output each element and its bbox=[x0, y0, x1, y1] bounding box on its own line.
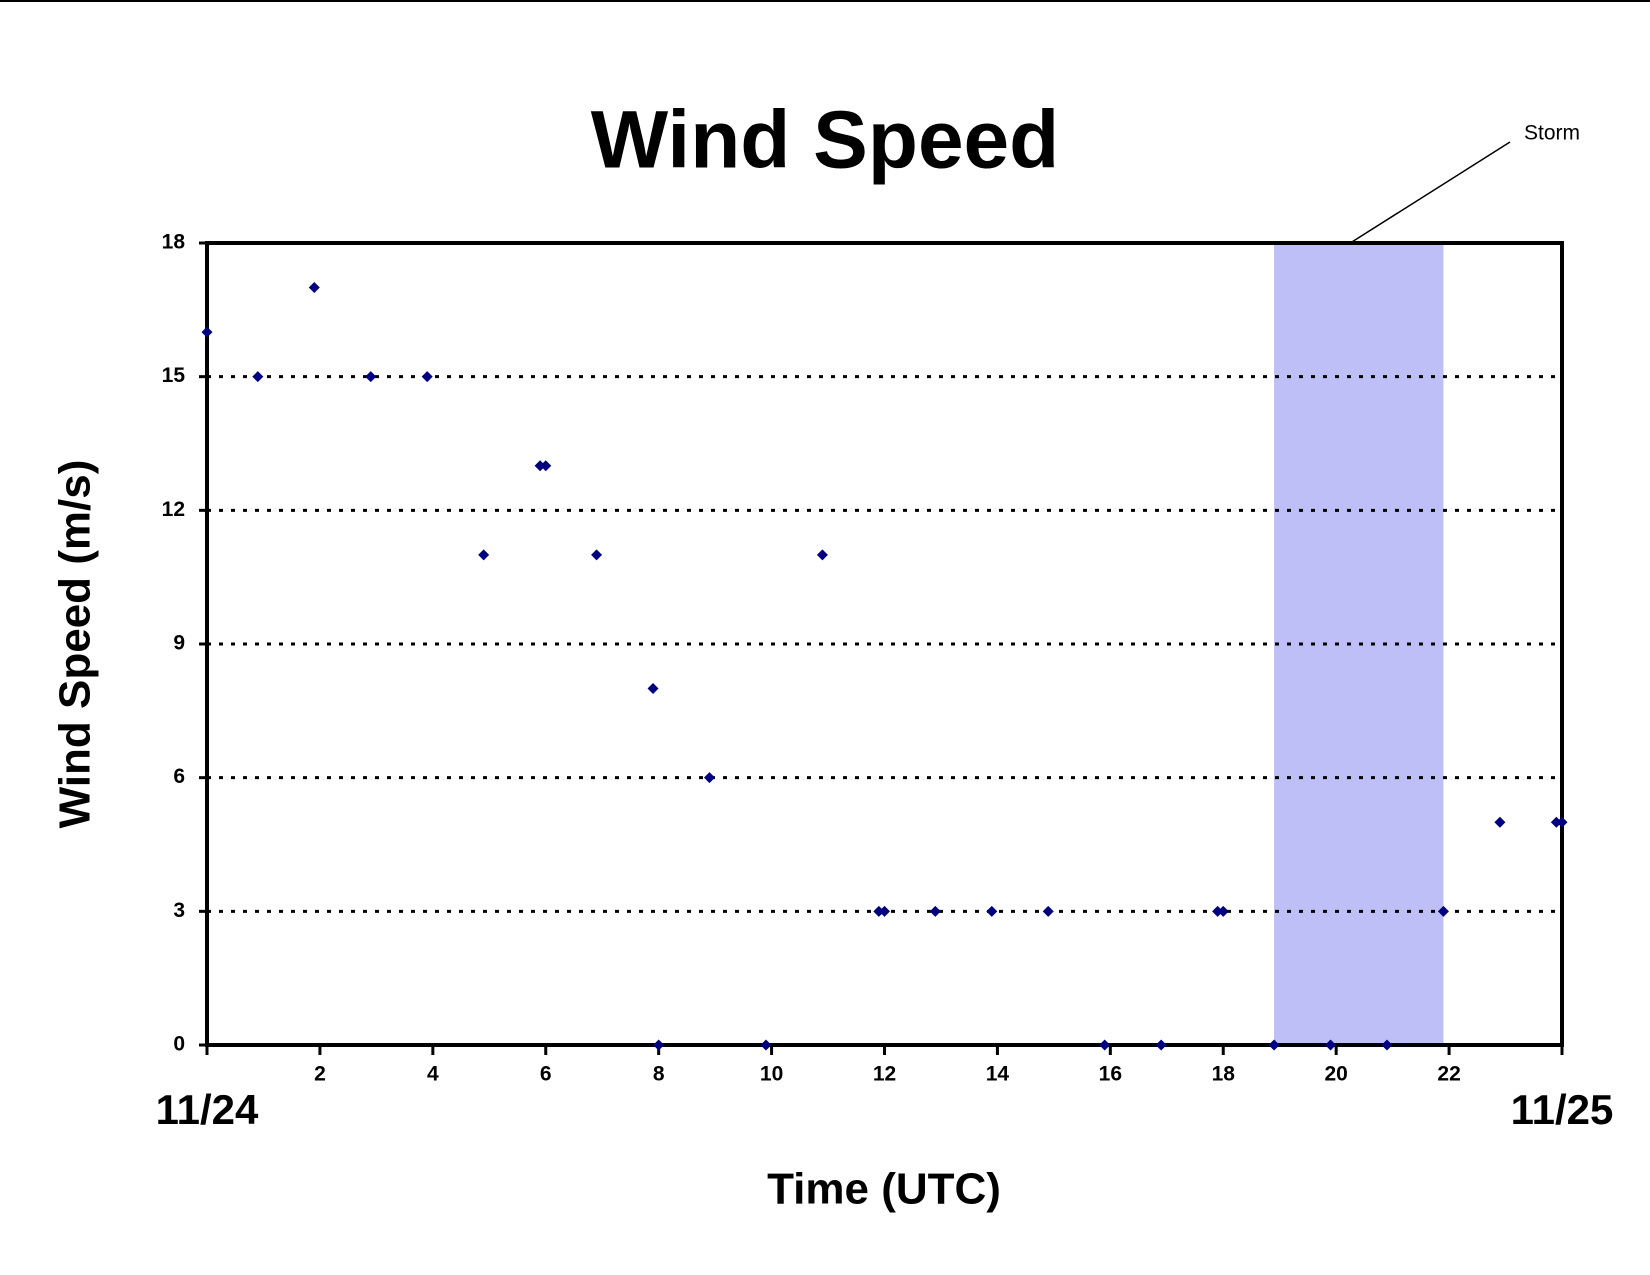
y-tick-label: 15 bbox=[162, 364, 186, 387]
y-tick-label: 18 bbox=[162, 231, 186, 254]
data-point bbox=[421, 371, 433, 383]
x-tick-label: 14 bbox=[986, 1063, 1010, 1086]
y-tick-label: 12 bbox=[162, 498, 185, 521]
chart-title: Wind Speed bbox=[591, 95, 1060, 186]
plot-area: Storm 0 3 6 9 12 15 18 11/24 2 4 6 8 10 12 14 16 18 20 22 11… bbox=[156, 122, 1614, 1134]
x-tick-label: 16 bbox=[1099, 1063, 1122, 1086]
x-axis-label: Time (UTC) bbox=[767, 1165, 1001, 1214]
data-point bbox=[1550, 816, 1562, 828]
data-point bbox=[879, 905, 890, 917]
data-point bbox=[1217, 905, 1229, 917]
data-point bbox=[1042, 905, 1054, 917]
x-tick-label: 2 bbox=[314, 1063, 326, 1086]
data-point bbox=[1155, 1039, 1167, 1051]
y-tick-label: 3 bbox=[173, 899, 185, 922]
x-tick-label: 10 bbox=[760, 1063, 783, 1086]
data-point bbox=[308, 282, 320, 294]
data-point bbox=[647, 683, 659, 695]
x-tick-label: 4 bbox=[427, 1063, 439, 1086]
y-tick-label: 0 bbox=[173, 1033, 185, 1056]
data-point bbox=[929, 905, 941, 917]
x-tick-label: 18 bbox=[1212, 1063, 1236, 1086]
y-tick-label: 6 bbox=[173, 765, 185, 788]
x-tick-label: 22 bbox=[1437, 1063, 1460, 1086]
data-point bbox=[540, 460, 552, 472]
data-point bbox=[653, 1039, 665, 1051]
x-tick-label: 6 bbox=[540, 1063, 552, 1086]
data-point bbox=[1556, 816, 1568, 828]
data-point bbox=[252, 371, 264, 383]
x-tick-label: 8 bbox=[653, 1063, 665, 1086]
data-point bbox=[760, 1039, 772, 1051]
data-point bbox=[534, 460, 546, 472]
x-tick-label: 20 bbox=[1324, 1063, 1347, 1086]
data-point bbox=[1437, 905, 1449, 917]
y-axis-label: Wind Speed (m/s) bbox=[51, 460, 100, 829]
x-tick-label: 12 bbox=[873, 1063, 896, 1086]
data-point bbox=[873, 905, 885, 917]
data-point bbox=[591, 549, 603, 561]
data-point bbox=[478, 549, 490, 561]
x-date-label: 11/24 bbox=[156, 1086, 259, 1133]
annotation-leader bbox=[1349, 141, 1511, 244]
data-point bbox=[703, 772, 715, 784]
annotation-text: Storm bbox=[1524, 122, 1580, 145]
data-point bbox=[1325, 1039, 1337, 1051]
data-point bbox=[201, 326, 213, 338]
data-point bbox=[1268, 1039, 1280, 1051]
x-date-label: 11/25 bbox=[1511, 1086, 1614, 1133]
data-point bbox=[1381, 1039, 1393, 1051]
data-point bbox=[1494, 816, 1506, 828]
data-point bbox=[986, 905, 998, 917]
plot-frame bbox=[205, 241, 1564, 1047]
data-point bbox=[365, 371, 377, 383]
data-point bbox=[1212, 905, 1224, 917]
y-tick-label: 9 bbox=[173, 632, 185, 655]
data-point bbox=[1099, 1039, 1111, 1051]
data-point bbox=[816, 549, 828, 561]
